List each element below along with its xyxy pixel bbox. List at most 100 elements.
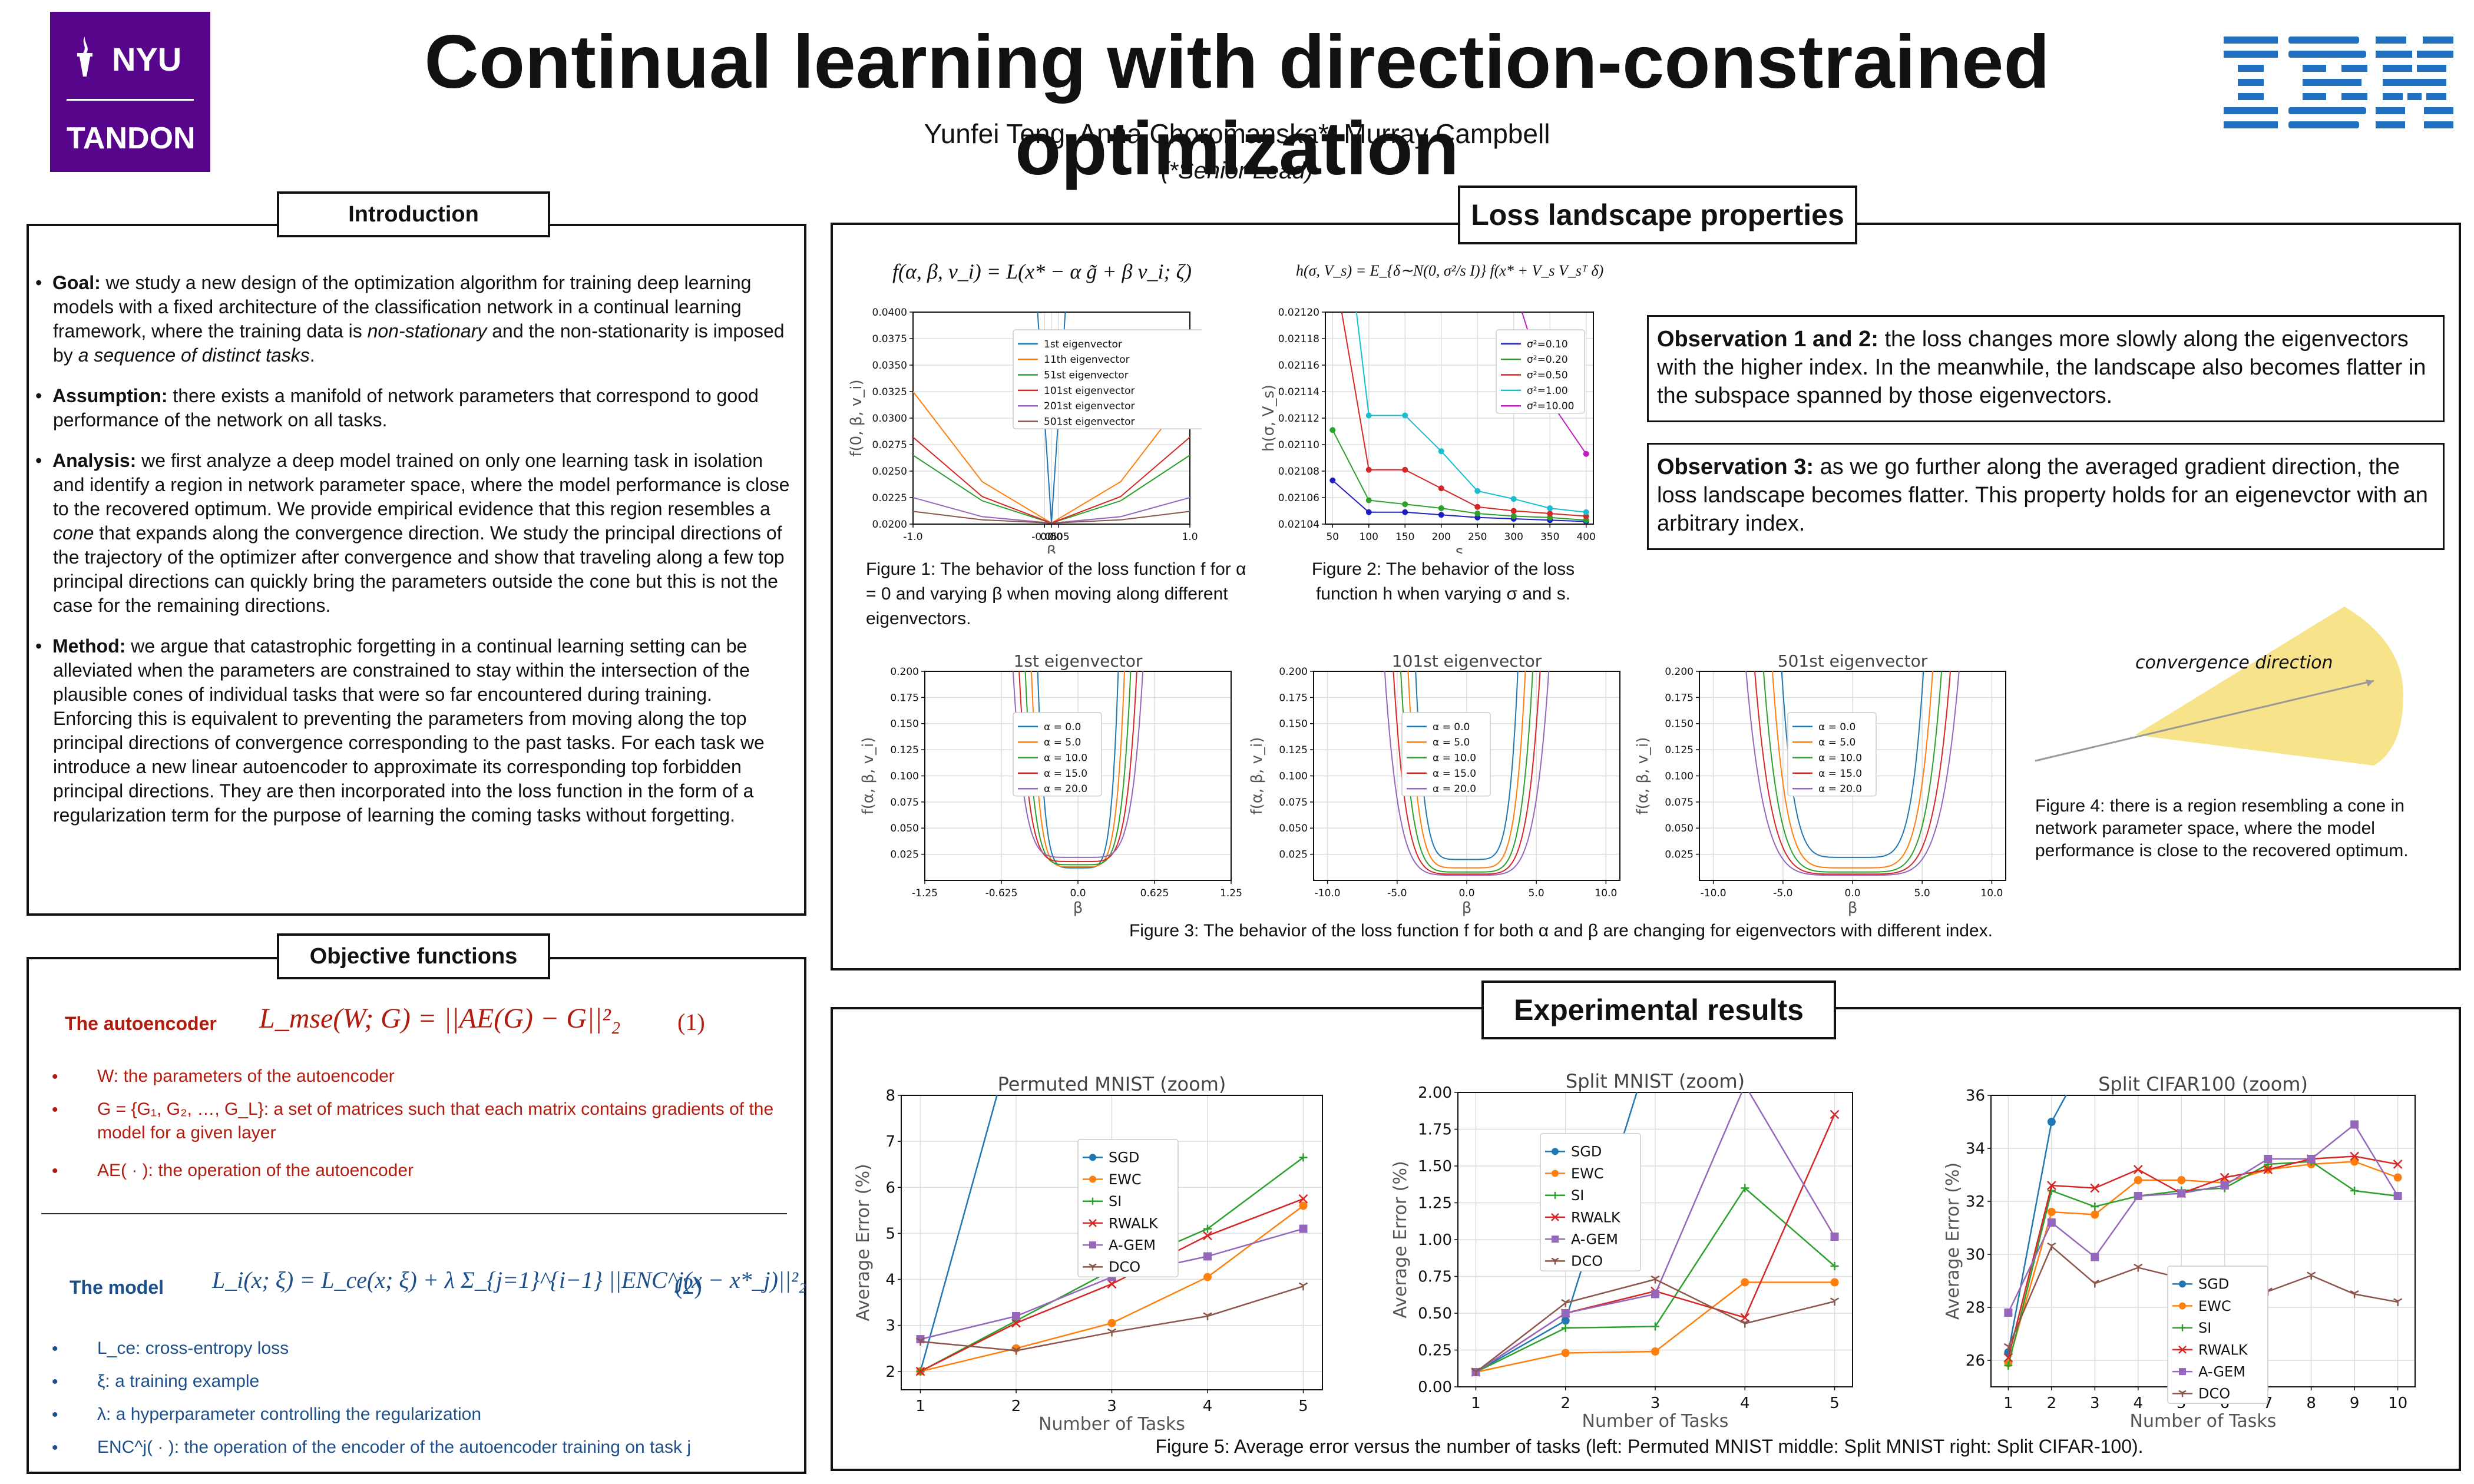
y-tick-label: 0.02116: [1278, 360, 1319, 372]
x-tick-label: -10.0: [1701, 887, 1726, 899]
legend-label: σ²=0.20: [1527, 354, 1568, 366]
data-point: [1203, 1252, 1212, 1261]
x-tick-label: 350: [1540, 531, 1559, 543]
x-tick-label: 1: [1471, 1394, 1481, 1412]
data-point: [1402, 509, 1408, 515]
y-tick-label: 0.175: [890, 692, 919, 704]
legend-label: 501st eigenvector: [1044, 416, 1135, 428]
divider: [41, 1213, 787, 1214]
data-point: [1651, 1290, 1659, 1298]
series-line: [1393, 671, 1541, 875]
y-tick-label: 5: [885, 1225, 895, 1243]
data-point: [1830, 1233, 1839, 1241]
x-tick-label: -0.625: [985, 887, 1018, 899]
legend-label: α = 10.0: [1433, 752, 1476, 764]
data-point: [1474, 488, 1481, 494]
data-point: [915, 1366, 925, 1376]
series-line: [1407, 671, 1526, 869]
series-line: [1754, 671, 1952, 875]
legend-label: α = 0.0: [1433, 721, 1470, 733]
data-point: [1651, 1322, 1659, 1331]
series-line: [1762, 671, 1943, 873]
y-tick-label: 0.025: [1279, 849, 1308, 861]
data-point: [2047, 1208, 2056, 1216]
legend-label: A-GEM: [1571, 1231, 1618, 1248]
y-tick-label: 0.050: [1665, 823, 1694, 834]
series-line: [2007, 1123, 2399, 1313]
y-tick-label: 30: [1966, 1246, 1985, 1264]
introduction-body: • Goal: we study a new design of the opt…: [35, 271, 795, 844]
chart-title: 501st eigenvector: [1778, 651, 1928, 671]
data-point: [1438, 485, 1444, 492]
series-line: [1012, 671, 1144, 858]
legend-marker: [1089, 1154, 1096, 1161]
data-point: [2350, 1187, 2359, 1195]
data-point: [2177, 1176, 2186, 1184]
objective-heading: Objective functions: [277, 933, 550, 979]
data-point: [2090, 1279, 2099, 1288]
series-line: [1018, 671, 1137, 863]
legend-label: α = 0.0: [1044, 721, 1081, 733]
y-tick-label: 0.050: [1279, 823, 1308, 834]
y-tick-label: 1.50: [1418, 1158, 1452, 1175]
data-point: [1561, 1298, 1570, 1307]
x-tick-label: 4: [1203, 1397, 1213, 1415]
legend-box: [1013, 329, 1202, 429]
y-tick-label: 0.025: [1665, 849, 1694, 861]
data-point: [2350, 1151, 2360, 1161]
x-tick-label: 3: [2090, 1394, 2100, 1412]
legend-label: A-GEM: [2198, 1364, 2245, 1380]
ae-item-3: AE( · ): the operation of the autoencode…: [97, 1161, 414, 1180]
legend-marker: [2179, 1280, 2186, 1288]
x-tick-label: 4: [2134, 1394, 2144, 1412]
bullet-dot: •: [52, 1372, 58, 1392]
introduction-panel: [27, 224, 806, 916]
data-point: [2134, 1192, 2142, 1200]
x-tick-label: 9: [2350, 1394, 2360, 1412]
data-point: [2393, 1160, 2403, 1169]
x-axis-label: β: [1848, 899, 1858, 917]
x-tick-label: 0.0: [1070, 887, 1086, 899]
data-point: [1510, 496, 1517, 502]
y-tick-label: 0.025: [890, 849, 919, 861]
y-tick-label: 0.0200: [872, 519, 907, 531]
data-point: [2003, 1353, 2013, 1363]
y-tick-label: 0.200: [1279, 666, 1308, 678]
data-point: [1474, 504, 1481, 510]
legend-label: 1st eigenvector: [1044, 339, 1122, 350]
assumption-bullet: • Assumption: there exists a manifold of…: [35, 385, 759, 430]
data-point: [2307, 1155, 2316, 1163]
legend-label: α = 20.0: [1433, 783, 1476, 795]
x-tick-label: 100: [1360, 531, 1378, 543]
data-point: [2307, 1271, 2316, 1280]
equation-1-number: (1): [677, 1009, 705, 1035]
legend-label: RWALK: [1109, 1215, 1159, 1231]
model-label: The model: [70, 1277, 164, 1298]
x-tick-label: 1.0: [1182, 531, 1198, 543]
y-tick-label: 1.00: [1418, 1231, 1452, 1249]
series-line: [1332, 479, 1586, 522]
fig5-split-mnist-chart: 1 2 3 4 5 0.00 0.25 0.50 0.75 1.00 1.25 1.50 1.75 2.0…: [1390, 1070, 1853, 1432]
legend-box: [1540, 1133, 1641, 1271]
x-tick-label: -1.0: [903, 531, 922, 543]
data-point: [1107, 1328, 1117, 1337]
series-line: [1400, 671, 1534, 873]
data-point: [2046, 1181, 2056, 1190]
legend-label: α = 20.0: [1044, 783, 1087, 795]
data-point: [1438, 505, 1444, 511]
fig1-caption: Figure 1: The behavior of the loss funct…: [866, 559, 1246, 628]
x-tick-label: 150: [1395, 531, 1414, 543]
y-tick-label: 4: [885, 1271, 895, 1289]
y-tick-label: 0.075: [1665, 797, 1694, 809]
x-tick-label: 400: [1576, 531, 1595, 543]
data-point: [1012, 1312, 1020, 1320]
legend-marker: [2178, 1390, 2187, 1397]
data-point: [2177, 1189, 2186, 1198]
nyu-tandon-logo: NYU TANDON: [50, 12, 210, 172]
y-tick-label: 0.0400: [872, 307, 907, 319]
data-point: [2134, 1263, 2143, 1272]
legend-label: A-GEM: [1109, 1237, 1156, 1254]
series-line: [1332, 429, 1586, 521]
legend-label: α = 5.0: [1044, 737, 1081, 748]
x-tick-label: 250: [1468, 531, 1487, 543]
